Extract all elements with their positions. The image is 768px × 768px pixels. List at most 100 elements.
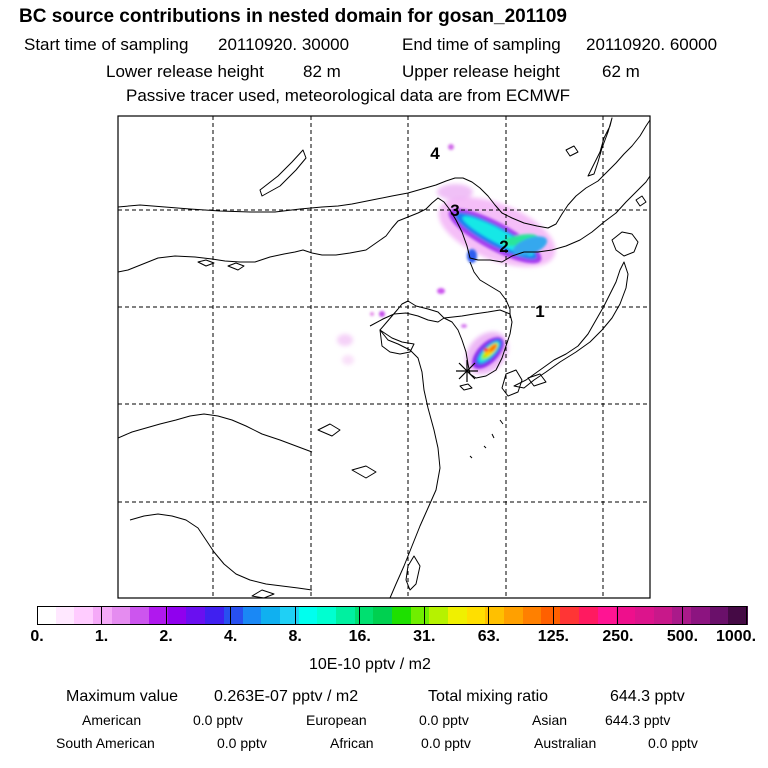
kuril-islands [635, 195, 647, 207]
colorbar-swatch [485, 606, 505, 625]
lower-height-value: 82 m [303, 62, 341, 81]
max-value: 0.263E-07 pptv / m2 [214, 688, 359, 705]
colorbar-swatch [261, 606, 281, 625]
colorbar-tick-label: 16. [348, 628, 371, 645]
coastlines [118, 117, 650, 598]
colorbar-swatch [616, 606, 636, 625]
colorbar-swatch [410, 606, 430, 625]
region-australian-label: Australian [534, 735, 597, 751]
plume-halo-upper [437, 184, 473, 200]
mongolia-lake [227, 262, 245, 271]
plume-dot-west [437, 288, 445, 294]
colorbar-tick-label: 4. [223, 628, 238, 645]
start-time-value: 20110920. 30000 [218, 35, 350, 54]
colorbar-swatch [55, 606, 75, 625]
colorbar-swatch [504, 606, 524, 625]
colorbar-swatch [373, 606, 393, 625]
hainan-island [251, 589, 275, 598]
colorbar-divider [165, 606, 167, 625]
plume-lobe-east [512, 236, 548, 256]
colorbar-swatch [597, 606, 617, 625]
mongolia-border [118, 175, 650, 273]
colorbar-divider [101, 606, 103, 625]
lower-height-label: Lower release height [106, 62, 264, 81]
region-african-label: African [330, 735, 374, 751]
lake-inland-2 [351, 465, 377, 479]
region-european-value: 0.0 pptv [419, 712, 469, 728]
tracer-note: Passive tracer used, meteorological data… [126, 86, 571, 105]
manchuria-border [469, 261, 511, 318]
colorbar-swatch [74, 606, 94, 625]
colorbar-swatch [279, 606, 300, 625]
honshu [513, 261, 629, 389]
colorbar-divider [294, 606, 296, 625]
korea-peninsula [443, 309, 513, 379]
region-american-value: 0.0 pptv [193, 712, 243, 728]
region-asian-label: Asian [532, 712, 568, 728]
arctic-coast [118, 119, 650, 229]
colorbar-divider [359, 606, 361, 625]
plume-dot-korea-n [461, 324, 467, 328]
colorbar-unit: 10E-10 pptv / m2 [309, 656, 431, 673]
region-south-american-label: South American [56, 735, 155, 751]
map-label-4: 4 [430, 144, 440, 163]
shandong-peninsula [379, 329, 415, 355]
end-time-label: End time of sampling [402, 35, 561, 54]
jeju-island [459, 383, 473, 391]
plume-speck-south [342, 355, 354, 365]
region-american-label: American [82, 712, 142, 728]
colorbar-swatch [130, 606, 150, 625]
receptor-marker [456, 360, 478, 382]
colorbar-swatch [672, 606, 692, 625]
colorbar-swatch [242, 606, 262, 625]
colorbar-swatch [298, 606, 318, 625]
hokkaido [611, 231, 639, 257]
colorbar-swatch [429, 606, 449, 625]
lake-inland [317, 423, 341, 437]
sakhalin [587, 117, 613, 177]
colorbar-tick-label: 500. [666, 628, 699, 645]
china-east-coast [369, 300, 445, 598]
ryukyu-islands [469, 419, 504, 459]
colorbar-swatch [149, 606, 169, 625]
colorbar-swatch [392, 606, 412, 625]
colorbar-swatch [223, 606, 244, 625]
colorbar-divider [681, 606, 683, 625]
plume-dot-yellowsea-2 [370, 312, 374, 316]
colorbar-divider [617, 606, 619, 625]
region-australian-value: 0.0 pptv [648, 735, 698, 751]
shikoku [527, 373, 547, 387]
colorbar-swatch [448, 606, 468, 625]
colorbar-swatch [466, 606, 487, 625]
map-label-1: 1 [535, 302, 544, 321]
taiwan [405, 555, 421, 591]
colorbar-divider [552, 606, 554, 625]
colorbar-swatch [560, 606, 580, 625]
colorbar-swatch [578, 606, 599, 625]
colorbar-swatch [522, 606, 543, 625]
total-mixing-value: 644.3 pptv [610, 688, 685, 705]
colorbar-divider [230, 606, 232, 625]
map-frame [117, 115, 651, 599]
colorbar-tick-label: 0. [30, 628, 44, 645]
plume-korea-orange [489, 344, 497, 352]
colorbar-swatch [653, 606, 673, 625]
end-time-value: 20110920. 60000 [586, 35, 718, 54]
colorbar-swatch [37, 606, 57, 625]
indochina-coast [129, 513, 313, 591]
total-mixing-label: Total mixing ratio [428, 688, 549, 705]
colorbar-tick-label: 1. [94, 628, 109, 645]
region-african-value: 0.0 pptv [421, 735, 471, 751]
colorbar-swatch [205, 606, 225, 625]
start-time-label: Start time of sampling [24, 35, 189, 54]
kyushu [501, 369, 523, 397]
receptor-marker-stroke [458, 362, 476, 380]
colorbar-divider [423, 606, 425, 625]
region-european-label: European [306, 712, 367, 728]
colorbar-swatch [541, 606, 561, 625]
concentration-plume [337, 144, 556, 375]
map-gridlines [118, 116, 650, 598]
colorbar-swatch [728, 606, 748, 625]
plume-dot-yellowsea [379, 311, 385, 317]
